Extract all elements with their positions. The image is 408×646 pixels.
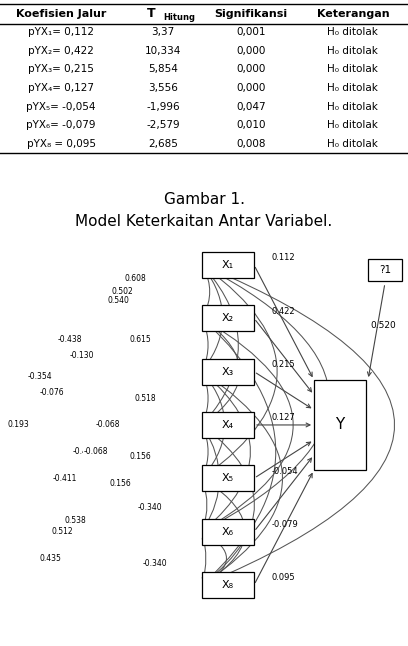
Text: 0,047: 0,047: [236, 101, 266, 112]
Text: -0.444: -0.444: [73, 447, 98, 456]
Text: -0.068: -0.068: [84, 447, 108, 456]
Text: 0.518: 0.518: [134, 394, 156, 402]
Text: 0,008: 0,008: [236, 139, 266, 149]
Text: 10,334: 10,334: [145, 46, 182, 56]
Text: T: T: [146, 7, 155, 21]
Text: pYX₁= 0,112: pYX₁= 0,112: [28, 27, 94, 37]
Text: ?1: ?1: [379, 265, 391, 275]
Text: H₀ ditolak: H₀ ditolak: [328, 46, 378, 56]
Text: X₈: X₈: [222, 580, 234, 590]
FancyBboxPatch shape: [202, 306, 254, 331]
Text: 0.156: 0.156: [129, 452, 151, 461]
Text: pYX₆= -0,079: pYX₆= -0,079: [27, 120, 96, 130]
Text: -0.340: -0.340: [143, 559, 167, 568]
Text: X₅: X₅: [222, 474, 234, 483]
Text: pYX₄= 0,127: pYX₄= 0,127: [28, 83, 94, 93]
Text: H₀ ditolak: H₀ ditolak: [328, 120, 378, 130]
Text: 0,010: 0,010: [236, 120, 266, 130]
Text: 0.112: 0.112: [272, 253, 296, 262]
Text: -1,996: -1,996: [146, 101, 180, 112]
Text: 0,000: 0,000: [236, 46, 266, 56]
Text: Model Keterkaitan Antar Variabel.: Model Keterkaitan Antar Variabel.: [75, 214, 333, 229]
Text: 0,000: 0,000: [236, 65, 266, 74]
Text: -0.354: -0.354: [28, 373, 52, 381]
Text: X₂: X₂: [222, 313, 234, 323]
FancyBboxPatch shape: [202, 519, 254, 545]
Text: -0.340: -0.340: [137, 503, 162, 512]
Text: Gambar 1.: Gambar 1.: [164, 193, 244, 207]
FancyBboxPatch shape: [202, 359, 254, 384]
FancyBboxPatch shape: [368, 259, 402, 281]
Text: pYX₈ = 0,095: pYX₈ = 0,095: [27, 139, 96, 149]
Text: X₃: X₃: [222, 367, 234, 377]
Text: 0.156: 0.156: [109, 479, 131, 488]
Text: Y: Y: [335, 417, 345, 432]
Text: 0.520: 0.520: [370, 321, 396, 330]
Text: pYX₂= 0,422: pYX₂= 0,422: [28, 46, 94, 56]
Text: -0.079: -0.079: [272, 520, 299, 529]
Text: Koefisien Jalur: Koefisien Jalur: [16, 9, 106, 19]
FancyBboxPatch shape: [314, 380, 366, 470]
Text: 0.422: 0.422: [272, 307, 296, 316]
Text: 0.215: 0.215: [272, 360, 296, 369]
Text: -0.411: -0.411: [53, 474, 77, 483]
Text: 0.193: 0.193: [7, 421, 29, 430]
Text: 0.435: 0.435: [39, 554, 61, 563]
Text: X₄: X₄: [222, 420, 234, 430]
Text: 0.127: 0.127: [272, 413, 296, 422]
Text: -0.054: -0.054: [272, 467, 299, 476]
Text: H₀ ditolak: H₀ ditolak: [328, 83, 378, 93]
Text: 0,001: 0,001: [236, 27, 266, 37]
FancyBboxPatch shape: [202, 465, 254, 492]
Text: -0.068: -0.068: [96, 421, 120, 430]
Text: Hitung: Hitung: [164, 13, 195, 22]
Text: H₀ ditolak: H₀ ditolak: [328, 65, 378, 74]
Text: 2,685: 2,685: [148, 139, 178, 149]
Text: 0.608: 0.608: [124, 274, 146, 283]
FancyBboxPatch shape: [202, 412, 254, 438]
Text: H₀ ditolak: H₀ ditolak: [328, 139, 378, 149]
Text: 0.615: 0.615: [129, 335, 151, 344]
Text: 0.538: 0.538: [64, 516, 86, 525]
Text: 3,37: 3,37: [152, 27, 175, 37]
Text: X₆: X₆: [222, 526, 234, 537]
Text: 0.512: 0.512: [51, 527, 73, 536]
Text: H₀ ditolak: H₀ ditolak: [328, 27, 378, 37]
FancyBboxPatch shape: [202, 252, 254, 278]
Text: pYX₃= 0,215: pYX₃= 0,215: [28, 65, 94, 74]
Text: -0.076: -0.076: [40, 388, 64, 397]
Text: 3,556: 3,556: [148, 83, 178, 93]
Text: 0,000: 0,000: [236, 83, 266, 93]
FancyBboxPatch shape: [202, 572, 254, 598]
Text: -0.130: -0.130: [70, 351, 94, 360]
Text: 0.502: 0.502: [111, 287, 133, 296]
Text: 0.095: 0.095: [272, 574, 296, 583]
Text: X₁: X₁: [222, 260, 234, 270]
Text: -0.438: -0.438: [58, 335, 82, 344]
Text: pYX₅= -0,054: pYX₅= -0,054: [27, 101, 96, 112]
Text: Signifikansi: Signifikansi: [214, 9, 288, 19]
Text: 5,854: 5,854: [148, 65, 178, 74]
Text: -2,579: -2,579: [146, 120, 180, 130]
Text: Keterangan: Keterangan: [317, 9, 389, 19]
Text: 0.540: 0.540: [107, 296, 129, 305]
Text: H₀ ditolak: H₀ ditolak: [328, 101, 378, 112]
